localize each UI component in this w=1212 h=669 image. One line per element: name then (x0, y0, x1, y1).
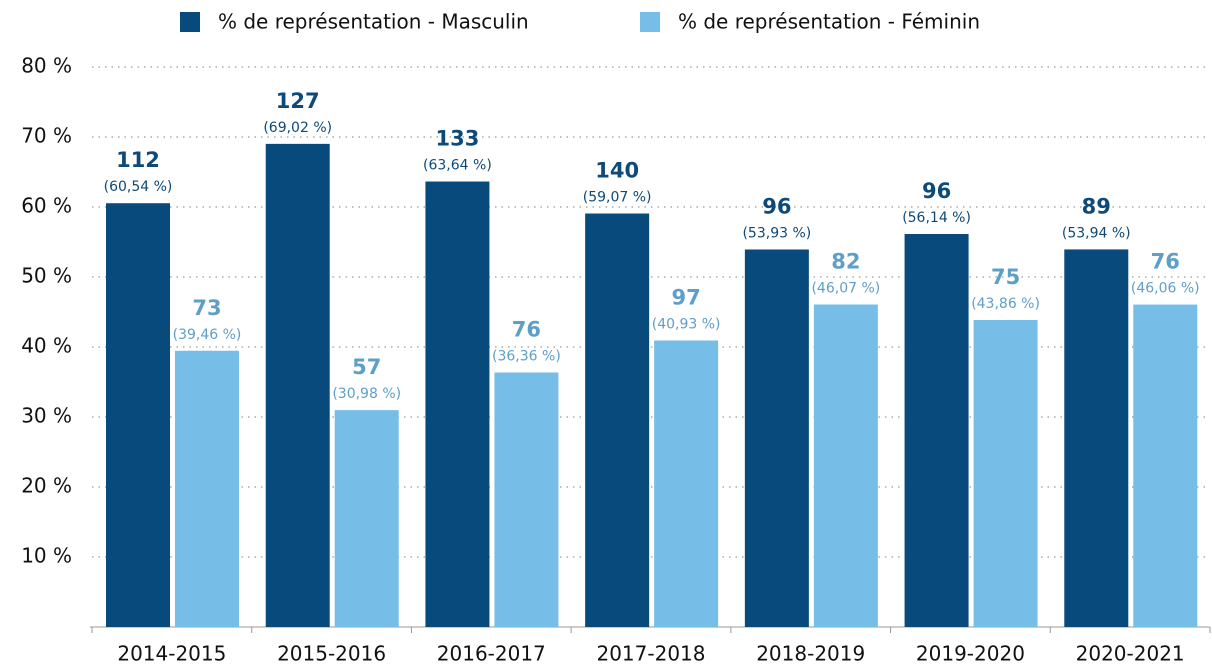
bar (175, 350, 239, 627)
count-label: 133 (436, 127, 480, 151)
count-label: 97 (672, 285, 701, 309)
count-label: 112 (116, 148, 160, 172)
y-tick-label: 10 % (21, 544, 72, 568)
x-tick-label: 2019-2020 (916, 642, 1025, 666)
y-tick-label: 50 % (21, 264, 72, 288)
y-tick-label: 80 % (21, 54, 72, 78)
x-tick-label: 2014-2015 (117, 642, 226, 666)
value-label: (43,86 %) (971, 296, 1040, 312)
value-label: (40,93 %) (652, 316, 721, 332)
bar (904, 234, 969, 627)
count-label: 82 (831, 250, 860, 274)
bar (334, 410, 399, 627)
bar (1064, 249, 1129, 628)
y-tick-label: 60 % (21, 194, 72, 218)
count-label: 76 (512, 317, 541, 341)
count-label: 75 (991, 265, 1020, 289)
bar (106, 203, 170, 627)
bar (585, 213, 650, 627)
value-label: (46,07 %) (811, 281, 880, 297)
bar (425, 181, 490, 627)
count-label: 127 (276, 89, 320, 113)
value-label: (46,06 %) (1131, 281, 1200, 297)
value-label: (53,93 %) (742, 225, 811, 241)
count-label: 76 (1151, 250, 1180, 274)
x-tick-label: 2017-2018 (596, 642, 705, 666)
y-tick-label: 40 % (21, 334, 72, 358)
y-tick-label: 70 % (21, 124, 72, 148)
value-label: (69,02 %) (263, 120, 332, 136)
x-tick-label: 2015-2016 (277, 642, 386, 666)
value-label: (30,98 %) (332, 386, 401, 402)
y-tick-label: 30 % (21, 404, 72, 428)
count-label: 96 (762, 194, 791, 218)
legend-label: % de représentation - Masculin (218, 10, 529, 34)
value-label: (63,64 %) (423, 158, 492, 174)
legend-swatch (640, 12, 660, 32)
count-label: 140 (595, 159, 639, 183)
count-label: 96 (922, 179, 951, 203)
value-label: (53,94 %) (1062, 225, 1131, 241)
legend-swatch (180, 12, 200, 32)
bar (494, 372, 559, 627)
value-label: (60,54 %) (104, 179, 173, 195)
bar (973, 319, 1038, 627)
bar (265, 143, 330, 628)
x-tick-label: 2018-2019 (756, 642, 865, 666)
value-label: (56,14 %) (902, 210, 971, 226)
count-label: 89 (1082, 194, 1111, 218)
count-label: 57 (352, 355, 381, 379)
x-tick-label: 2020-2021 (1076, 642, 1185, 666)
value-label: (59,07 %) (583, 190, 652, 206)
bar (1133, 304, 1198, 627)
bar (654, 340, 719, 627)
value-label: (39,46 %) (173, 327, 242, 343)
bar (744, 249, 809, 628)
value-label: (36,36 %) (492, 348, 561, 364)
x-tick-label: 2016-2017 (437, 642, 546, 666)
bar (813, 304, 878, 627)
y-tick-label: 20 % (21, 474, 72, 498)
legend-label: % de représentation - Féminin (678, 10, 980, 34)
count-label: 73 (192, 296, 221, 320)
